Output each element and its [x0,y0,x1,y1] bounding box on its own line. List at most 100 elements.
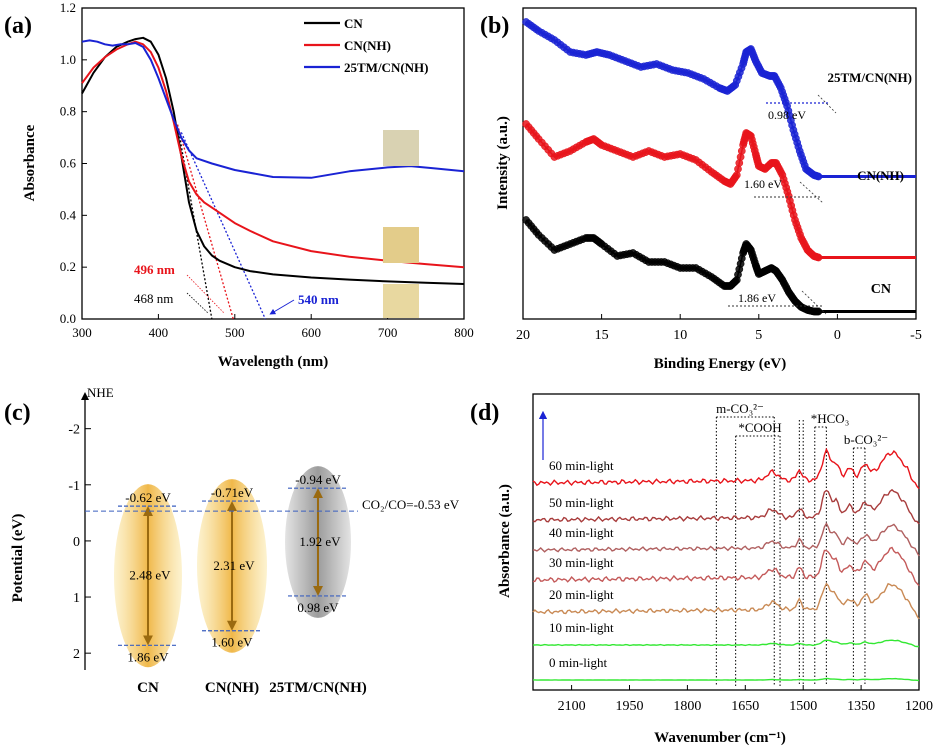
y-tick-label-a: 0.4 [60,207,77,222]
marker-label: *COOH [738,420,781,435]
x-tick-label-d: 1500 [789,699,817,714]
x-tick-label-a: 400 [149,325,169,340]
reference-label: CO₂/CO=-0.53 eV [362,497,460,512]
gap-label: 2.48 eV [129,568,171,583]
x-tick-label-d: 1650 [731,699,759,714]
marker-label: b-CO₃²⁻ [844,432,888,447]
annotation-468: 468 nm [134,291,173,306]
annotation-160: 1.60 eV [744,177,782,191]
y-tick-label-c: -2 [68,423,80,438]
spectrum-label: 30 min-light [549,555,614,570]
xlabel-d: Wavenumber (cm⁻¹) [654,730,786,746]
x-tick-label-d: 1350 [847,699,875,714]
series-label-cnnh: CN(NH) [857,168,904,183]
tangent-line-a [180,132,266,320]
plot-frame-d [532,393,920,691]
series-line-a [81,36,465,285]
series-label-cn: CN [871,282,891,297]
legend-label-tm: 25TM/CN(NH) [344,60,429,75]
y-tick-label-a: 0.6 [60,156,77,171]
vb-label: 0.98 eV [297,600,339,615]
x-tick-label-b: 5 [755,328,762,343]
axis-ticks-a: 300 400 500 600 700 800 0.0 0.2 0.4 0.6 0.8 1.0 1.2 [60,0,474,340]
spectrum-line [532,639,919,648]
panel-label-d: (d) [470,400,499,426]
x-tick-label-b: 10 [673,328,687,343]
y-tick-label-a: 1.2 [60,0,76,15]
pointer-496 [186,274,225,314]
axis-ticks-b: 20 15 10 5 0 -5 [516,314,922,343]
x-tick-label-a: 600 [301,325,321,340]
spectrum-label: 50 min-light [549,495,614,510]
vb-label: 1.86 eV [127,649,169,664]
xlabel-a: Wavelength (nm) [218,354,328,370]
spectrum-label: 40 min-light [549,525,614,540]
spectrum-line [532,522,920,557]
y-tick-label-c: 0 [73,535,80,550]
sample-photo-cnnh [383,227,419,263]
pointer-540 [269,299,295,315]
series-label-tm: 25TM/CN(NH) [828,70,913,85]
marker-label: m-CO₃²⁻ [716,401,764,416]
band-name: CN(NH) [205,680,259,696]
band-name: 25TM/CN(NH) [269,680,367,696]
panel-label-a: (a) [4,13,32,39]
legend-a: CN CN(NH) 25TM/CN(NH) [304,16,429,75]
spectrum-line [532,582,920,620]
annotation-496: 496 nm [134,262,175,277]
x-tick-label-a: 800 [454,325,474,340]
sample-photo-cn [383,284,419,318]
spectrum-line [532,488,920,525]
panel-d: (d) 2100 1950 1800 1650 1500 1350 1200 m-CO₃²⁻… [470,393,933,746]
x-tick-label-a: 300 [72,325,92,340]
panel-label-b: (b) [480,13,509,39]
marker-label: *HCO₃ [811,411,849,426]
x-tick-label-a: 700 [378,325,398,340]
series-markers-b [522,18,916,316]
x-tick-label-d: 1800 [673,699,701,714]
spectrum-line [532,447,920,490]
axis-ticks-d: 2100 1950 1800 1650 1500 1350 1200 [558,685,933,714]
annotation-540: 540 nm [298,292,339,307]
spectrum-label: 60 min-light [549,458,614,473]
y-tick-label-a: 1.0 [60,52,76,67]
panel-a: (a) 300 400 500 600 700 800 0.0 0.2 0.4 0.6 0.8 1.0… [4,0,474,370]
tangent-line-a [176,124,234,320]
ylabel-a: Absorbance [22,124,38,201]
plot-frame-b [522,7,917,320]
y-tick-label-a: 0.0 [60,311,76,326]
cb-label: -0.62 eV [125,490,171,505]
y-axis-arrow-c [81,392,89,400]
x-tick-label-b: 0 [834,328,841,343]
series-line-a [81,39,465,179]
ylabel-d: Absorbance (a.u.) [497,484,513,598]
x-tick-label-d: 1200 [905,699,933,714]
legend-label-cnnh: CN(NH) [344,38,391,53]
tangent-cn [801,290,827,315]
x-tick-label-d: 2100 [558,699,586,714]
vb-label: 1.60 eV [211,635,253,650]
band-diagram: -0.62 eV 1.86 eV 2.48 eV CN -0.71eV 1.60 eV 2.… [114,466,367,696]
sample-photo-tm [383,130,419,166]
x-tick-label-b: 20 [516,328,530,343]
series-lines-a [81,36,465,320]
gap-label: 2.31 eV [213,558,255,573]
legend-label-cn: CN [344,16,363,31]
y-tick-label-a: 0.8 [60,104,76,119]
pointer-468 [186,292,209,314]
series-lines-d: 60 min-light 50 min-light 40 min-light 30 m… [532,447,920,682]
x-tick-label-b: -5 [910,328,922,343]
ylabel-b: Intensity (a.u.) [495,116,511,210]
x-tick-label-b: 15 [595,328,609,343]
annotation-098: 0.98 eV [768,108,806,122]
nhe-label: NHE [87,385,114,400]
spectrum-label: 20 min-light [549,587,614,602]
band-markers-d: m-CO₃²⁻ *COOH *HCO₃ b-CO₃²⁻ [715,401,888,686]
spectrum-line [533,677,920,682]
x-tick-label-a: 500 [225,325,245,340]
annotation-186: 1.86 eV [738,291,776,305]
spectrum-label: 0 min-light [549,655,608,670]
cb-label: -0.71eV [211,485,254,500]
x-tick-label-d: 1950 [616,699,644,714]
